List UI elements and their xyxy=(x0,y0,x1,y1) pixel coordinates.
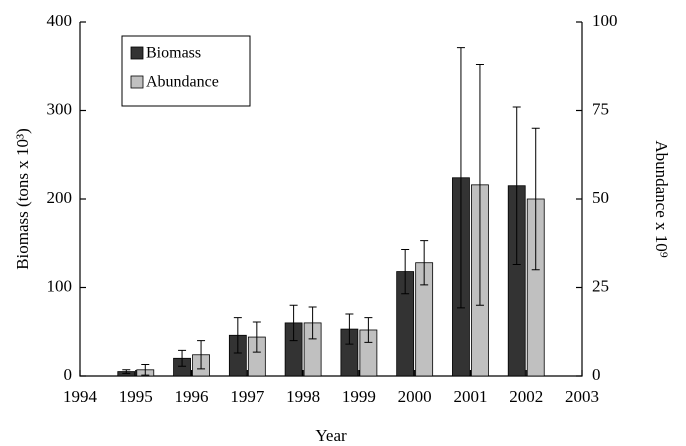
y-axis-title: Biomass (tons x 10³) xyxy=(13,128,32,270)
error-bar xyxy=(531,127,540,271)
y2-tick-label: 100 xyxy=(592,11,618,30)
x-tick-label: 2003 xyxy=(565,387,599,406)
x-tick-label: 1996 xyxy=(175,387,209,406)
y-tick-label: 300 xyxy=(47,99,73,118)
error-bar xyxy=(420,240,429,286)
legend-swatch xyxy=(130,75,144,89)
error-bar xyxy=(364,317,373,343)
y-tick-label: 100 xyxy=(47,276,73,295)
y-tick-label: 0 xyxy=(64,365,73,384)
error-bar xyxy=(401,248,410,295)
error-bar xyxy=(178,349,187,367)
error-bar xyxy=(252,321,261,353)
x-tick-label: 2001 xyxy=(453,387,487,406)
y-tick-label: 200 xyxy=(47,188,73,207)
error-bar xyxy=(289,304,298,342)
error-bar xyxy=(308,306,317,340)
y2-tick-label: 0 xyxy=(592,365,601,384)
x-tick-label: 1995 xyxy=(119,387,153,406)
y2-axis-title: Abundance x 10⁹ xyxy=(652,140,671,257)
x-tick-label: 1999 xyxy=(342,387,376,406)
legend-swatch xyxy=(130,46,144,60)
error-bar xyxy=(233,317,242,354)
x-tick-label: 2000 xyxy=(398,387,432,406)
error-bar xyxy=(456,47,465,309)
legend-label: Abundance xyxy=(146,74,219,91)
legend-label: Biomass xyxy=(146,45,201,62)
x-tick-label: 2002 xyxy=(509,387,543,406)
y2-tick-label: 25 xyxy=(592,276,609,295)
y-tick-label: 400 xyxy=(47,11,73,30)
error-bar xyxy=(512,106,521,265)
error-bar xyxy=(122,369,131,374)
x-axis-title: Year xyxy=(315,426,347,445)
error-bar xyxy=(141,363,150,376)
error-bar xyxy=(197,340,206,370)
y2-tick-label: 50 xyxy=(592,188,609,207)
x-tick-label: 1998 xyxy=(286,387,320,406)
y2-tick-label: 75 xyxy=(592,99,609,118)
error-bar xyxy=(345,313,354,345)
error-bar xyxy=(475,63,484,306)
x-tick-label: 1994 xyxy=(63,387,98,406)
x-tick-label: 1997 xyxy=(230,387,265,406)
